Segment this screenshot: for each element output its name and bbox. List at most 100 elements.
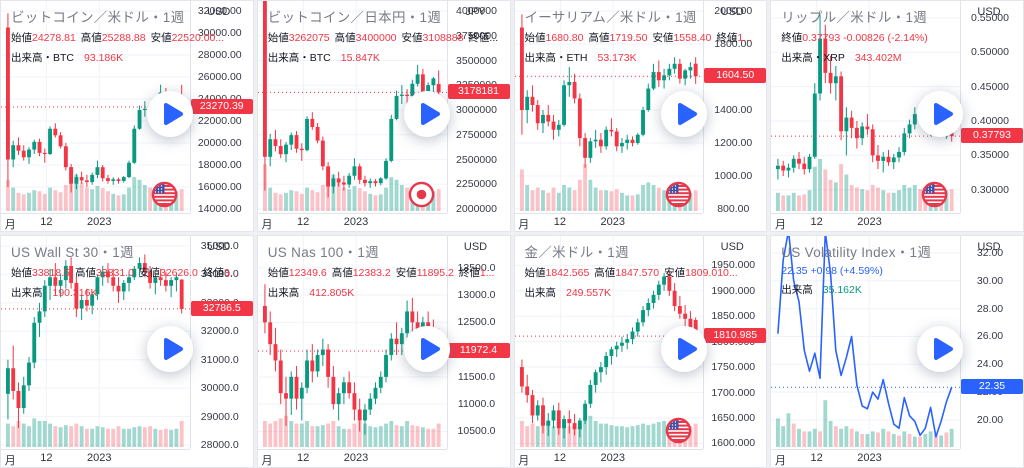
y-axis-tick: 28000.00 — [197, 49, 242, 61]
volume-bars — [6, 418, 184, 447]
us-flag-icon — [665, 417, 692, 449]
y-axis-tick: 0.30000 — [971, 183, 1009, 196]
y-axis-tick: 2000.00 — [714, 5, 753, 17]
x-axis-label: 月 — [775, 219, 787, 231]
candlestick-chart[interactable] — [771, 1, 961, 213]
chart-area — [257, 1, 447, 213]
gridlines — [1, 1, 190, 213]
candlestick-chart[interactable] — [257, 1, 447, 213]
time-axis[interactable]: 月 12 2023 — [771, 213, 960, 231]
play-button[interactable] — [660, 91, 707, 137]
play-button[interactable] — [917, 326, 964, 372]
x-axis-label: 2023 — [857, 452, 882, 464]
price-axis[interactable]: USD 0.55000 0.50000 0.45000 0.40000 0.35000 0.… — [960, 1, 1023, 213]
play-button[interactable] — [917, 91, 964, 137]
y-axis-tick: 1800.00 — [714, 38, 753, 50]
y-axis-tick: 0.55000 — [971, 11, 1009, 24]
y-axis-tick: 2750000 — [456, 128, 497, 141]
time-axis[interactable]: 月 12 2023 — [257, 213, 447, 231]
price-axis[interactable]: USD13500.013000.012500.012000.011500.011… — [446, 236, 510, 449]
price-axis[interactable]: JPY4000000375000035000003250000300000027… — [446, 1, 510, 215]
x-axis-label: 12 — [40, 452, 53, 464]
y-axis-tick: 12500.0 — [457, 316, 496, 329]
time-axis[interactable]: 月 12 2023 — [514, 213, 704, 231]
play-button[interactable] — [403, 91, 450, 137]
y-axis-tick: 4000000 — [456, 5, 497, 17]
play-icon — [420, 103, 440, 125]
y-axis-tick: 32000.0 — [200, 325, 239, 338]
play-button[interactable] — [403, 326, 450, 372]
time-axis[interactable]: 月 12 2023 — [1, 213, 190, 231]
y-axis-tick: 32000.00 — [197, 5, 242, 17]
y-axis-tick: 30.00 — [976, 274, 1004, 287]
y-axis-tick: 3750000 — [456, 29, 497, 42]
price-badge: 3178181 — [447, 84, 510, 100]
play-icon — [677, 338, 697, 360]
price-axis[interactable]: USD32000.0030000.0028000.0026000.0024000… — [189, 1, 253, 215]
price-badge: 0.37793 — [961, 128, 1023, 144]
y-axis-tick: 26.00 — [976, 330, 1004, 343]
candlestick-chart[interactable] — [1, 1, 190, 213]
y-axis-tick: 10500.0 — [457, 425, 496, 438]
chart-area — [1, 236, 190, 449]
chart-panel-gold-usd: 金／米ドル・1週 始値1842.565 高値1847.570 安値1809.010..… — [513, 235, 768, 468]
chart-panel-us-volatility-index: US Volatility Index・1週 22.35 +0.98 (+4.59… — [770, 235, 1024, 468]
y-axis-tick: 11000.0 — [457, 398, 496, 411]
x-axis-label: 2023 — [600, 216, 626, 228]
candlestick-chart[interactable] — [1, 236, 190, 449]
y-axis-tick: 0.50000 — [971, 46, 1009, 59]
x-axis-label: 2023 — [600, 452, 626, 464]
y-axis-tick: 22000.00 — [197, 115, 242, 127]
x-axis-label: 月 — [4, 219, 16, 231]
y-axis-tick: 14000.00 — [197, 203, 242, 215]
volume-bars — [262, 415, 441, 447]
y-axis-tick: 1650.000 — [711, 412, 756, 425]
line-chart[interactable] — [771, 236, 961, 449]
y-axis-tick: 0.35000 — [971, 149, 1009, 162]
y-axis-tick: 1400.00 — [714, 104, 753, 116]
price-axis[interactable]: USD2000.001800.001600.001400.001200.0010… — [703, 1, 767, 215]
price-axis[interactable]: USD1950.0001900.0001850.0001800.0001750.… — [703, 236, 767, 449]
play-button[interactable] — [147, 326, 193, 372]
y-axis-tick: 1000.00 — [714, 170, 753, 182]
play-icon — [164, 103, 183, 125]
y-axis-tick: 31000.0 — [200, 353, 239, 366]
play-button[interactable] — [660, 326, 707, 372]
x-axis-label: 2023 — [87, 216, 112, 228]
candlestick-chart[interactable] — [514, 236, 704, 449]
y-axis-tick: 1200.00 — [714, 137, 753, 149]
play-button[interactable] — [147, 91, 193, 137]
chart-area — [514, 236, 704, 449]
time-axis[interactable]: 月 12 2023 — [1, 449, 190, 467]
us-flag-icon — [151, 181, 178, 213]
chart-panel-btc-usd: ビットコイン／米ドル・1週 始値24278.81 高値25288.88 安値22520… — [0, 0, 254, 232]
y-axis-tick: 13000.0 — [457, 289, 496, 302]
us-flag-icon — [921, 181, 948, 213]
currency-label: USD — [463, 241, 488, 253]
y-axis-tick: 1750.000 — [711, 361, 756, 374]
chart-panel-us-wall-st-30: US Wall St 30・1週 始値33818.5 高値33831.0 安値3262… — [0, 235, 254, 468]
candles — [519, 270, 698, 439]
price-axis[interactable]: USD32.0030.0028.0026.0024.0022.0020.0022… — [960, 236, 1023, 449]
candlestick-chart[interactable] — [514, 1, 704, 213]
volume-bars — [776, 400, 954, 447]
chart-area — [771, 1, 961, 213]
y-axis-tick: 11500.0 — [457, 370, 496, 383]
time-axis[interactable]: 月 12 2023 — [257, 449, 447, 467]
x-axis-label: 月 — [4, 455, 16, 467]
y-axis-tick: 1850.000 — [711, 310, 756, 323]
currency-label: USD — [207, 6, 231, 18]
x-axis-label: 月 — [775, 455, 787, 467]
y-axis-tick: 18000.00 — [197, 159, 242, 171]
x-axis-label: 月 — [518, 219, 530, 231]
y-axis-tick: 2250000 — [456, 178, 497, 191]
gridlines — [514, 1, 704, 213]
x-axis-label: 月 — [261, 455, 273, 467]
candles — [776, 14, 954, 180]
us-flag-icon — [665, 181, 692, 213]
price-axis[interactable]: USD35000.034000.033000.032000.031000.030… — [189, 236, 253, 451]
y-axis-tick: 1950.000 — [711, 259, 756, 272]
time-axis[interactable]: 月 12 2023 — [771, 449, 960, 467]
time-axis[interactable]: 月 12 2023 — [514, 449, 704, 467]
